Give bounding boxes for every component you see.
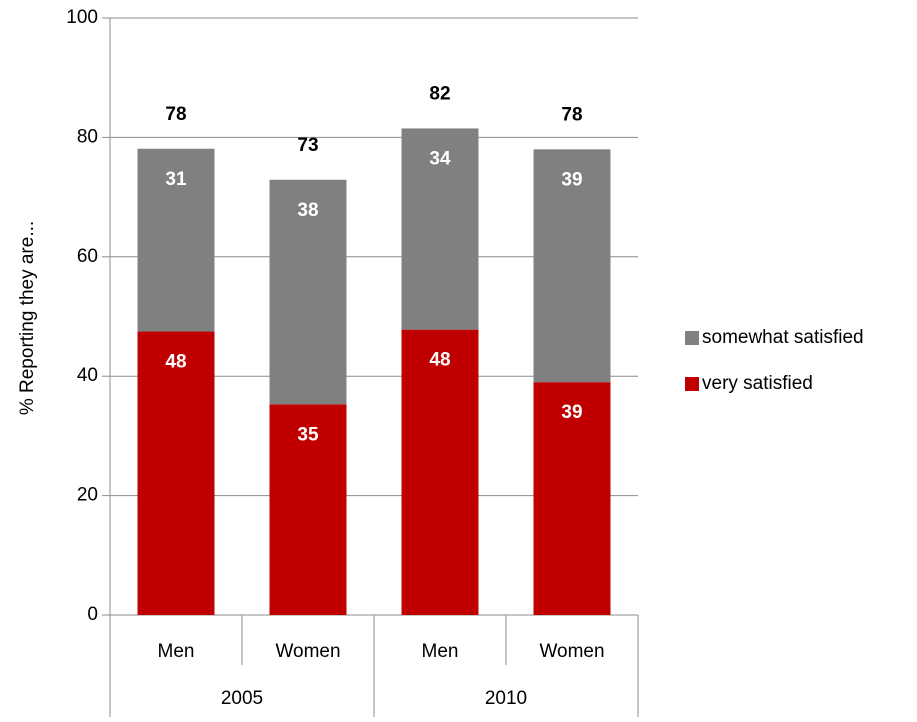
segment-value-label: 39	[561, 402, 582, 423]
category-label: Men	[422, 641, 459, 662]
segment-value-label: 39	[561, 169, 582, 190]
bar-segment	[137, 148, 215, 332]
y-tick-label: 40	[77, 365, 98, 386]
legend-label: somewhat satisfied	[702, 327, 864, 348]
bar-segment	[533, 149, 611, 383]
y-tick-label: 0	[87, 604, 98, 625]
bar-segment	[137, 331, 215, 615]
legend-swatch	[685, 377, 699, 391]
y-tick-label: 20	[77, 485, 98, 506]
bar-segment	[401, 329, 479, 615]
y-tick-label: 100	[66, 7, 98, 28]
segment-value-label: 34	[429, 148, 451, 169]
category-label: Men	[158, 641, 195, 662]
axes: 0 20 40 60 80 100 Men Women Men Women 2005 2010	[66, 7, 639, 717]
data-labels: 48 31 78 35 38 73 48 34 82 39 39 78	[165, 83, 582, 445]
bars	[137, 128, 611, 615]
segment-value-label: 48	[429, 350, 450, 371]
legend-swatch	[685, 331, 699, 345]
bar-segment	[533, 382, 611, 615]
segment-value-label: 35	[297, 424, 319, 445]
y-tick-label: 60	[77, 246, 98, 267]
bar-segment	[269, 404, 347, 615]
legend: somewhat satisfied very satisfied	[685, 327, 864, 394]
group-label: 2005	[221, 688, 263, 709]
segment-value-label: 48	[165, 351, 186, 372]
segment-value-label: 31	[165, 169, 187, 190]
category-label: Women	[275, 641, 340, 662]
y-tick-label: 80	[77, 126, 98, 147]
total-value-label: 82	[429, 83, 450, 104]
total-value-label: 78	[561, 104, 582, 125]
bar-segment	[269, 179, 347, 405]
y-axis-title: % Reporting they are...	[17, 221, 38, 415]
segment-value-label: 38	[297, 200, 318, 221]
total-value-label: 78	[165, 104, 186, 125]
bar-segment	[401, 128, 479, 330]
group-label: 2010	[485, 688, 527, 709]
total-value-label: 73	[297, 135, 318, 156]
legend-label: very satisfied	[702, 373, 813, 394]
category-label: Women	[539, 641, 604, 662]
